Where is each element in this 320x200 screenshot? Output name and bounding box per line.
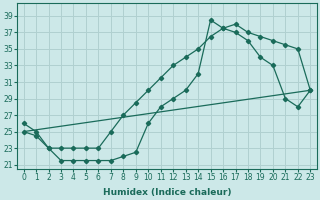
X-axis label: Humidex (Indice chaleur): Humidex (Indice chaleur) bbox=[103, 188, 231, 197]
